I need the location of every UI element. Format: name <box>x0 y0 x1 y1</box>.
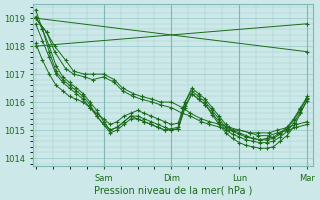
X-axis label: Pression niveau de la mer( hPa ): Pression niveau de la mer( hPa ) <box>94 186 252 196</box>
